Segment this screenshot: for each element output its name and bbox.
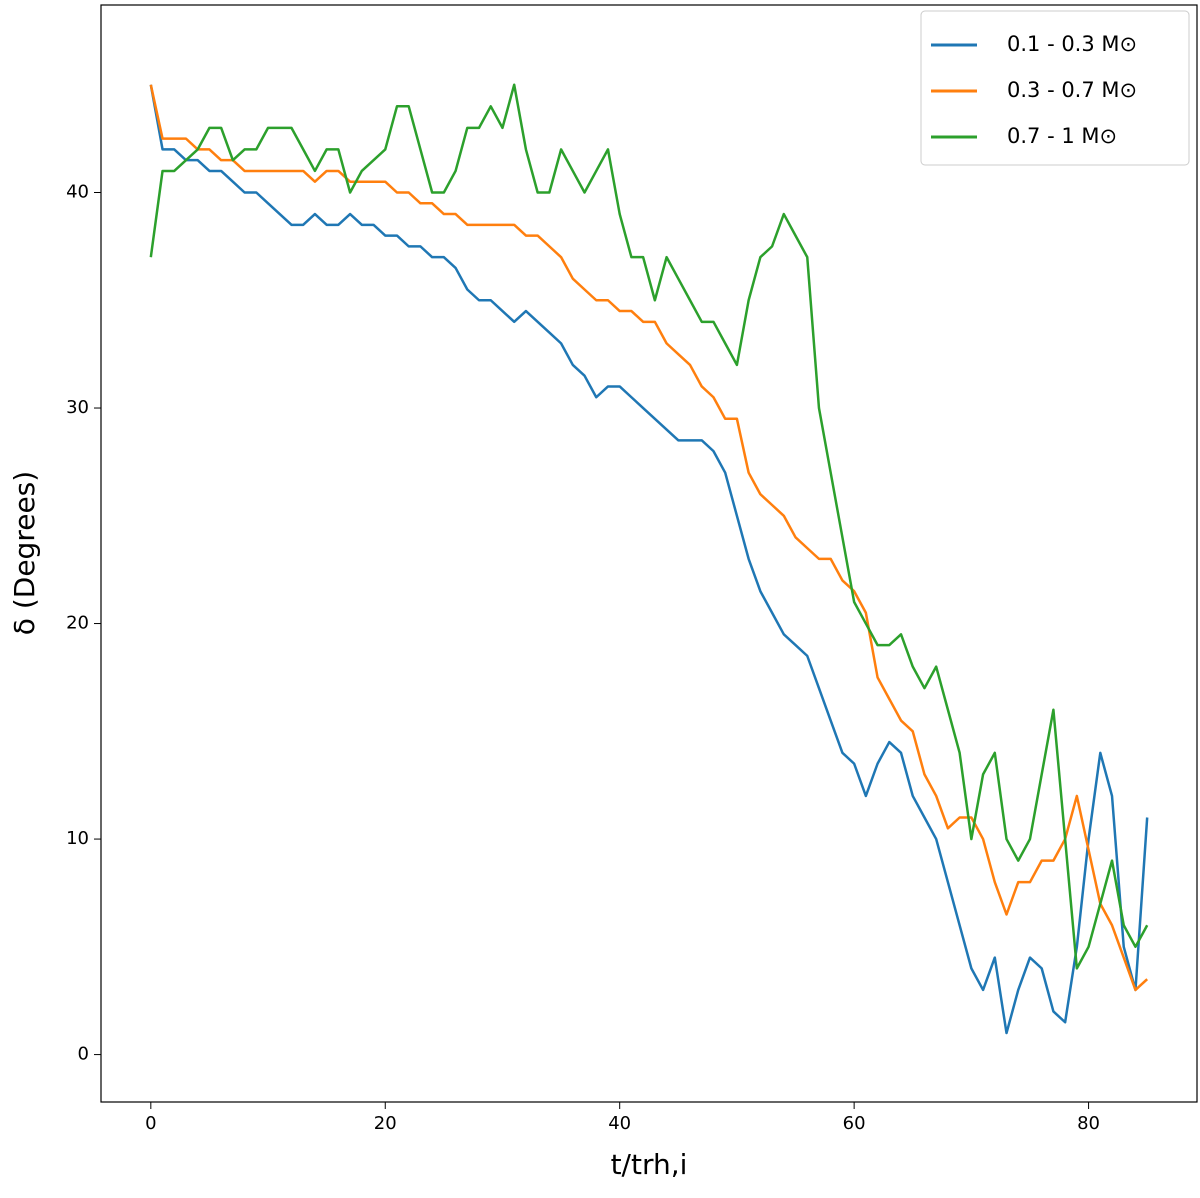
x-tick-label: 60 [843, 1113, 866, 1134]
x-axis-label: t/trh,i [611, 1148, 688, 1181]
y-tick-label: 0 [78, 1044, 89, 1065]
series-line [149, 83, 1149, 970]
y-axis-label: δ (Degrees) [8, 471, 41, 635]
series-line [149, 84, 1149, 992]
y-tick-label: 20 [66, 613, 89, 634]
plot-frame [100, 4, 1198, 1103]
series-line [149, 84, 1149, 1035]
y-tick-label: 30 [66, 397, 89, 418]
legend-box [920, 10, 1190, 166]
legend-label: 0.1 - 0.3 M⊙ [1007, 32, 1137, 56]
x-tick-label: 0 [145, 1113, 156, 1134]
x-tick-label: 80 [1077, 1113, 1100, 1134]
x-tick-label: 20 [374, 1113, 397, 1134]
legend-label: 0.7 - 1 M⊙ [1007, 124, 1117, 148]
y-tick-label: 10 [66, 828, 89, 849]
legend-label: 0.3 - 0.7 M⊙ [1007, 78, 1137, 102]
x-tick-label: 40 [608, 1113, 631, 1134]
y-tick-label: 40 [66, 182, 89, 203]
